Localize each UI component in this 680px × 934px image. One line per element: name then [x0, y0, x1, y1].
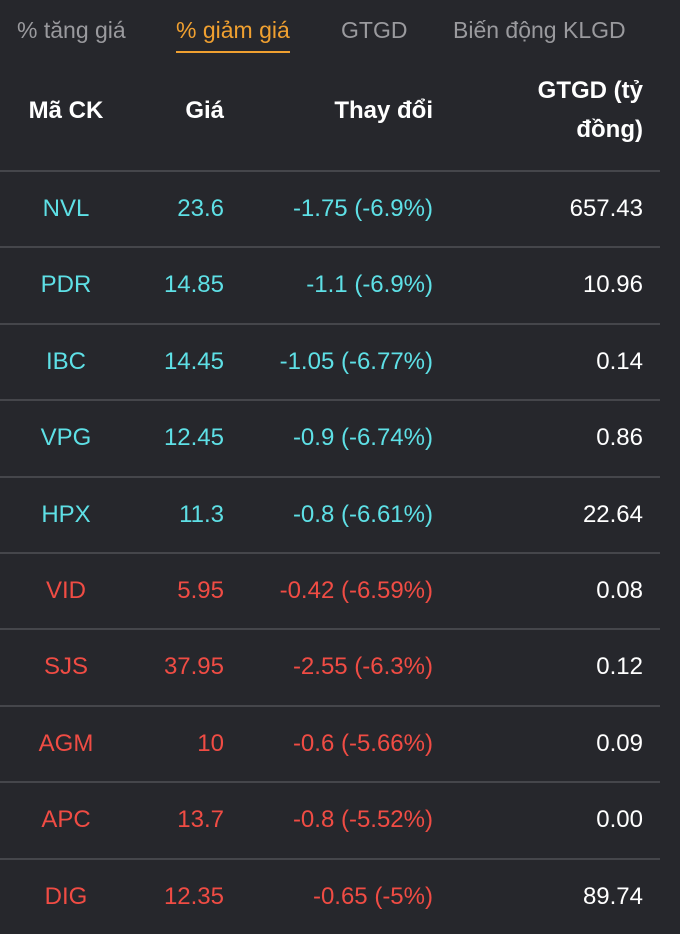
tab-volume-change[interactable]: Biến động KLGD: [453, 17, 626, 43]
table-row[interactable]: PDR 14.85 -1.1 (-6.9%) 10.96: [0, 246, 660, 322]
header-price: Giá: [185, 97, 224, 124]
stock-price: 23.6: [177, 195, 224, 222]
trade-value: 0.86: [596, 424, 643, 452]
header-value-line2: đồng): [576, 116, 643, 143]
stock-code: DIG: [44, 882, 88, 910]
trade-value: 0.14: [596, 347, 643, 375]
tab-percent-decrease[interactable]: % giảm giá: [176, 14, 290, 53]
stock-table: NVL 23.6 -1.75 (-6.9%) 657.43 PDR 14.85 -1.1 (…: [0, 170, 680, 934]
header-value-line1: GTGD (tỷ: [537, 77, 643, 104]
trade-value: 89.74: [582, 882, 643, 910]
stock-code: VID: [45, 576, 86, 604]
stock-code: APC: [41, 806, 91, 834]
stock-code: HPX: [41, 500, 91, 528]
stock-change: -0.42 (-6.59%): [279, 576, 433, 604]
table-row[interactable]: DIG 12.35 -0.65 (-5%) 89.74: [0, 857, 660, 934]
stock-price: 37.95: [163, 653, 224, 681]
stock-change: -1.1 (-6.9%): [306, 271, 433, 299]
trade-value: 22.64: [582, 500, 643, 528]
table-row[interactable]: VPG 12.45 -0.9 (-6.74%) 0.86: [0, 399, 660, 475]
table-row[interactable]: VID 5.95 -0.42 (-6.59%) 0.08: [0, 551, 660, 628]
stock-price: 12.45: [163, 424, 224, 452]
table-row[interactable]: APC 13.7 -0.8 (-5.52%) 0.00: [0, 781, 660, 857]
stock-code: SJS: [43, 653, 88, 681]
trade-value: 10.96: [582, 271, 643, 299]
trade-value: 0.12: [596, 653, 643, 681]
stock-code: IBC: [45, 347, 86, 375]
stock-price: 12.35: [163, 882, 224, 910]
stock-change: -1.05 (-6.77%): [279, 347, 433, 375]
table-row[interactable]: AGM 10 -0.6 (-5.66%) 0.09: [0, 704, 660, 781]
stock-change: -0.6 (-5.66%): [292, 729, 433, 757]
stock-code: PDR: [40, 271, 92, 299]
stock-change: -2.55 (-6.3%): [292, 653, 433, 681]
table-row[interactable]: HPX 11.3 -0.8 (-6.61%) 22.64: [0, 475, 660, 552]
tab-gtgd[interactable]: GTGD: [341, 17, 408, 43]
stock-change: -0.8 (-5.52%): [292, 806, 433, 834]
tab-bar: % tăng giá % giảm giá GTGD Biến động KLG…: [0, 14, 680, 56]
stock-code: VPG: [40, 424, 92, 452]
trade-value: 0.09: [596, 729, 643, 757]
stock-code: AGM: [38, 729, 94, 757]
table-row[interactable]: IBC 14.45 -1.05 (-6.77%) 0.14: [0, 322, 660, 399]
stock-price: 5.95: [177, 576, 224, 604]
stock-price: 11.3: [179, 500, 224, 528]
trade-value: 0.00: [596, 806, 643, 834]
stock-change: -0.65 (-5%): [312, 882, 433, 910]
header-change: Thay đổi: [334, 97, 433, 124]
trade-value: 0.08: [596, 576, 643, 604]
stock-code: NVL: [42, 195, 90, 222]
stock-price: 14.85: [163, 271, 224, 299]
stock-change: -0.8 (-6.61%): [292, 500, 433, 528]
trade-value: 657.43: [569, 195, 643, 222]
stock-change: -0.9 (-6.74%): [292, 424, 433, 452]
stock-change: -1.75 (-6.9%): [292, 195, 433, 222]
stock-price: 14.45: [163, 347, 224, 375]
stock-price: 13.7: [177, 806, 224, 834]
tab-percent-increase[interactable]: % tăng giá: [17, 17, 126, 43]
table-row[interactable]: NVL 23.6 -1.75 (-6.9%) 657.43: [0, 170, 660, 246]
header-code: Mã CK: [28, 97, 104, 124]
table-row[interactable]: SJS 37.95 -2.55 (-6.3%) 0.12: [0, 628, 660, 704]
stock-price: 10: [197, 729, 224, 757]
